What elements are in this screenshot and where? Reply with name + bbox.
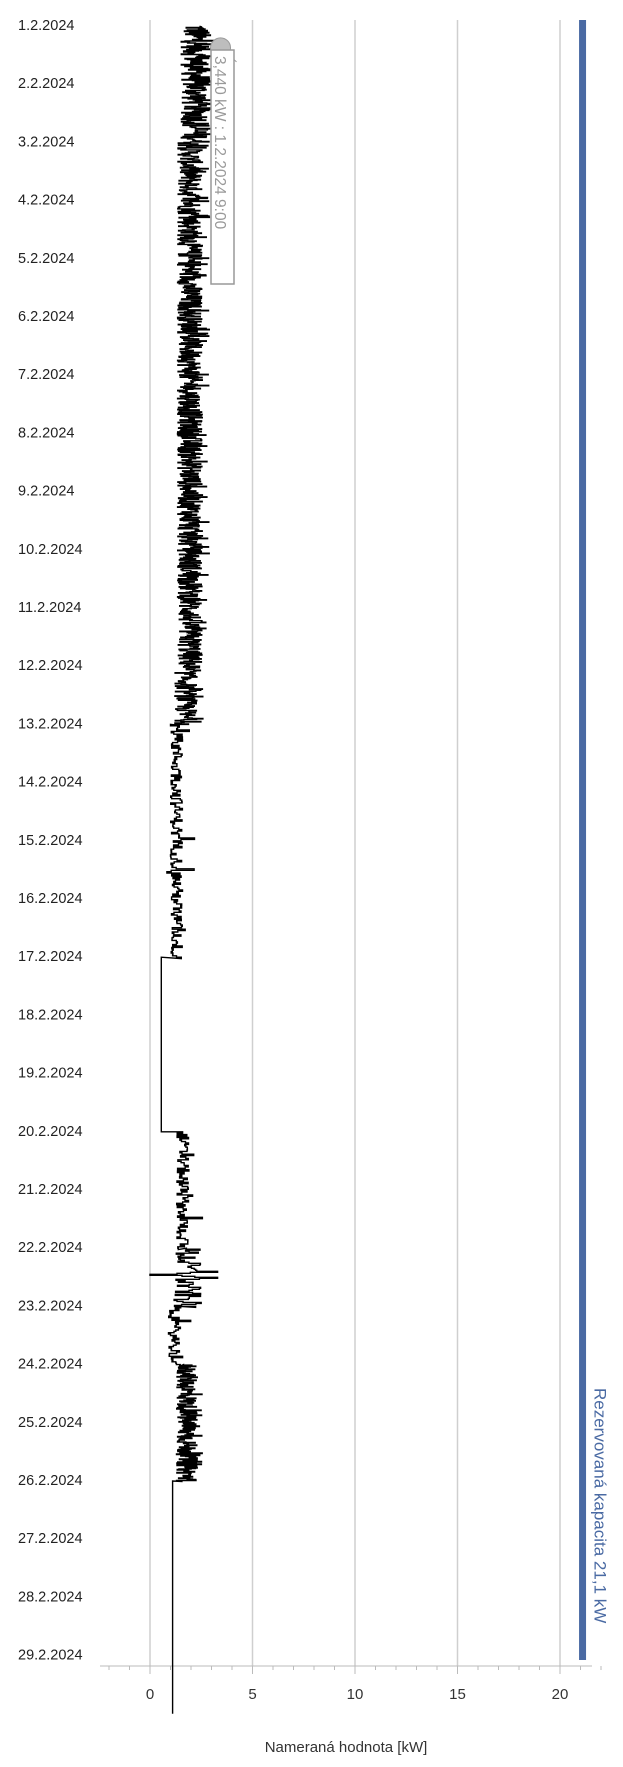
y-tick-label: 23.2.2024 xyxy=(18,1298,83,1314)
y-tick-label: 22.2.2024 xyxy=(18,1240,83,1256)
y-tick-label: 13.2.2024 xyxy=(18,716,83,732)
x-tick-label: 20 xyxy=(552,1686,569,1703)
peak-annotation: 3,440 kW : 1.2.2024 9:00 xyxy=(210,37,237,285)
y-tick-label: 24.2.2024 xyxy=(18,1357,83,1373)
y-tick-label: 28.2.2024 xyxy=(18,1589,83,1605)
y-tick-label: 20.2.2024 xyxy=(18,1124,83,1140)
annotation-text: 3,440 kW : 1.2.2024 9:00 xyxy=(211,56,228,230)
annotation-box xyxy=(210,49,235,285)
y-tick-label: 16.2.2024 xyxy=(18,891,83,907)
y-tick-label: 1.2.2024 xyxy=(18,18,74,34)
y-axis-date-labels: 1.2.2024 2.2.2024 3.2.2024 4.2.2024 5.2.2024… xyxy=(18,18,83,1664)
y-tick-label: 19.2.2024 xyxy=(18,1066,83,1082)
y-tick-label: 3.2.2024 xyxy=(18,134,74,150)
y-tick-label: 8.2.2024 xyxy=(18,425,74,441)
reserved-capacity: Rezervovaná kapacita 21,1 kW xyxy=(579,20,610,1660)
y-tick-label: 2.2.2024 xyxy=(18,76,74,92)
y-tick-label: 18.2.2024 xyxy=(18,1007,83,1023)
x-tick-label: 10 xyxy=(347,1686,364,1703)
y-tick-label: 4.2.2024 xyxy=(18,193,74,209)
grid-lines xyxy=(149,20,561,1666)
y-tick-label: 29.2.2024 xyxy=(18,1648,83,1664)
y-tick-label: 12.2.2024 xyxy=(18,658,83,674)
y-tick-label: 9.2.2024 xyxy=(18,484,74,500)
x-tick-label: 15 xyxy=(449,1686,466,1703)
series-line xyxy=(149,25,221,1714)
y-tick-label: 14.2.2024 xyxy=(18,775,83,791)
reserved-capacity-label: Rezervovaná kapacita 21,1 kW xyxy=(591,1388,610,1623)
y-tick-label: 25.2.2024 xyxy=(18,1415,83,1431)
y-tick-label: 5.2.2024 xyxy=(18,251,74,267)
y-tick-label: 15.2.2024 xyxy=(18,833,83,849)
y-tick-label: 27.2.2024 xyxy=(18,1531,83,1547)
y-tick-label: 26.2.2024 xyxy=(18,1473,83,1489)
x-axis: 0 5 10 15 20 xyxy=(100,1665,602,1703)
y-tick-label: 21.2.2024 xyxy=(18,1182,83,1198)
x-axis-title: Nameraná hodnota [kW] xyxy=(265,1739,428,1756)
x-tick-label: 0 xyxy=(146,1686,154,1703)
y-tick-label: 7.2.2024 xyxy=(18,367,74,383)
x-tick-label: 5 xyxy=(248,1686,256,1703)
y-tick-label: 17.2.2024 xyxy=(18,949,83,965)
y-tick-label: 11.2.2024 xyxy=(18,600,81,616)
y-tick-label: 6.2.2024 xyxy=(18,309,74,325)
series-lines xyxy=(149,25,221,1714)
y-tick-label: 10.2.2024 xyxy=(18,542,83,558)
